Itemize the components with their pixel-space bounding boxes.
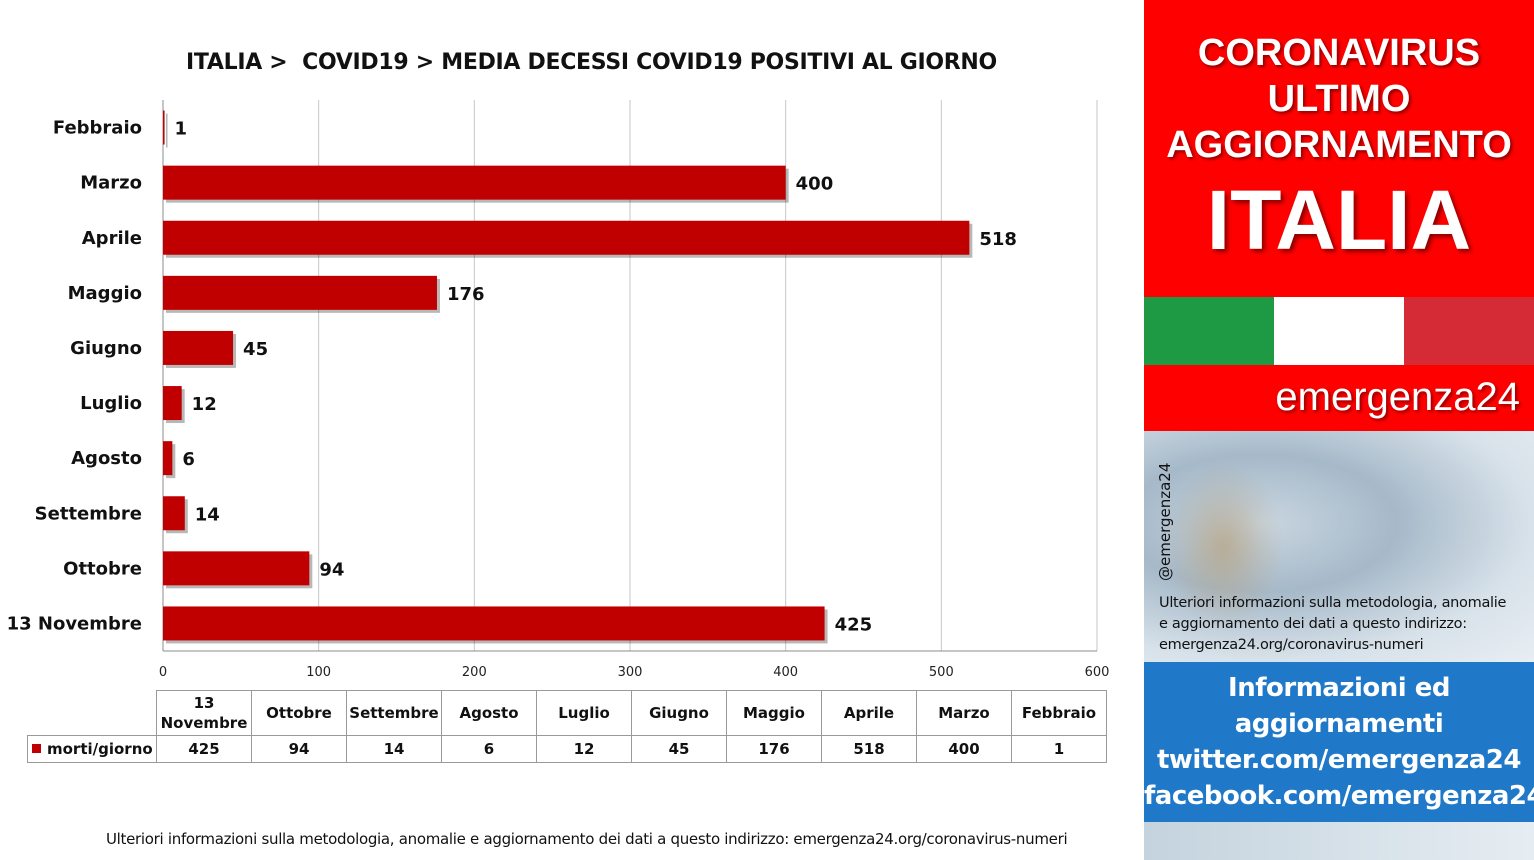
flag-white-stripe — [1274, 297, 1404, 365]
data-label: 176 — [447, 284, 485, 305]
footnote: Ulteriori informazioni sulla metodologia… — [106, 830, 1068, 848]
table-corner-cell — [27, 690, 157, 736]
table-header-cell: Agosto — [441, 690, 537, 736]
table-header-cell: Ottobre — [251, 690, 347, 736]
table-value-cell: 518 — [821, 735, 917, 763]
info-box: Informazioni ed aggiornamenti twitter.co… — [1144, 662, 1534, 822]
bar — [163, 441, 173, 476]
headline: CORONAVIRUS ULTIMO AGGIORNAMENTO — [1144, 30, 1534, 168]
data-table: 13 Novembre Ottobre Settembre Agosto Lug… — [27, 690, 1107, 763]
data-label: 94 — [319, 559, 344, 580]
table-value-cell: 94 — [251, 735, 347, 763]
table-header-cell: 13 Novembre — [156, 690, 252, 736]
table-header-cell: Settembre — [346, 690, 442, 736]
table-series-cell: morti/giorno — [27, 735, 157, 763]
x-tick-label: 500 — [929, 665, 954, 680]
flag-green-stripe — [1144, 297, 1274, 365]
category-label: 13 Novembre — [7, 613, 142, 634]
category-label: Ottobre — [63, 558, 142, 579]
twitter-link[interactable]: twitter.com/emergenza24 — [1156, 745, 1522, 775]
x-tick-label: 400 — [773, 665, 798, 680]
bar — [163, 386, 182, 421]
category-label: Febbraio — [53, 118, 142, 139]
photo-blur — [1164, 461, 1284, 631]
table-series-label: morti/giorno — [47, 740, 153, 758]
table-header-cell: Aprile — [821, 690, 917, 736]
bar — [163, 220, 970, 255]
info-line: Informazioni ed — [1228, 673, 1450, 703]
category-label: Marzo — [80, 173, 142, 194]
bar — [163, 275, 437, 310]
headline-line: ULTIMO — [1267, 78, 1411, 120]
info-line: aggiornamenti — [1234, 709, 1444, 739]
table-header-cell: Marzo — [916, 690, 1012, 736]
x-tick-label: 300 — [618, 665, 643, 680]
chart-title: ITALIA > COVID19 > MEDIA DECESSI COVID19… — [186, 50, 997, 75]
x-tick-label: 0 — [159, 665, 167, 680]
data-label: 1 — [175, 119, 188, 140]
bar-shadow — [166, 113, 168, 148]
table-value-cell: 6 — [441, 735, 537, 763]
country-title: ITALIA — [1206, 173, 1472, 267]
bar — [163, 330, 234, 365]
data-label: 45 — [243, 339, 268, 360]
bar-chart: 0 100 200 300 400 500 600 Febbraio 1 Marzo 400 Apri… — [7, 100, 1110, 680]
table-header-row: 13 Novembre Ottobre Settembre Agosto Lug… — [27, 690, 1107, 736]
data-label: 12 — [192, 394, 217, 415]
table-value-cell: 400 — [916, 735, 1012, 763]
table-header-cell: Febbraio — [1011, 690, 1107, 736]
data-label: 6 — [182, 449, 195, 470]
background-photo: @emergenza24 — [1144, 431, 1534, 662]
headline-box: CORONAVIRUS ULTIMO AGGIORNAMENTO ITALIA — [1144, 0, 1534, 297]
category-label: Giugno — [70, 338, 142, 359]
table-header-cell: Maggio — [726, 690, 822, 736]
note-line: emergenza24.org/coronavirus-numeri — [1159, 637, 1424, 653]
table-value-cell: 425 — [156, 735, 252, 763]
legend-key — [32, 744, 41, 753]
brand-logo: emergenza24 — [1275, 375, 1520, 419]
headline-line: AGGIORNAMENTO — [1166, 124, 1512, 166]
data-label: 518 — [979, 229, 1017, 250]
note-line: e aggiornamento dei dati a questo indiri… — [1159, 616, 1467, 632]
category-label: Aprile — [82, 228, 142, 249]
chart-area: ITALIA > COVID19 > MEDIA DECESSI COVID19… — [6, 50, 1110, 848]
category-label: Settembre — [35, 503, 142, 524]
bar — [163, 496, 185, 531]
data-label: 14 — [195, 504, 220, 525]
table-header-cell: Luglio — [536, 690, 632, 736]
x-tick-label: 200 — [462, 665, 487, 680]
data-label: 400 — [796, 174, 834, 195]
flag-red-stripe — [1404, 297, 1534, 365]
category-label: Maggio — [68, 283, 142, 304]
x-tick-label: 600 — [1085, 665, 1110, 680]
category-label: Luglio — [80, 393, 142, 414]
brand-band: emergenza24 — [1144, 365, 1534, 431]
table-value-cell: 176 — [726, 735, 822, 763]
facebook-link[interactable]: facebook.com/emergenza24 — [1144, 781, 1534, 811]
note-line: Ulteriori informazioni sulla metodologia… — [1159, 595, 1507, 611]
bar — [163, 110, 165, 145]
info-lines: Informazioni ed aggiornamenti twitter.co… — [1144, 670, 1534, 814]
sidebar-footer — [1144, 822, 1534, 860]
italian-flag — [1144, 297, 1534, 365]
methodology-note: Ulteriori informazioni sulla metodologia… — [1159, 593, 1529, 656]
headline-line: CORONAVIRUS — [1197, 32, 1481, 74]
table-value-cell: 14 — [346, 735, 442, 763]
table-value-cell: 12 — [536, 735, 632, 763]
data-label: 425 — [835, 614, 873, 635]
category-label: Agosto — [71, 448, 142, 469]
table-value-cell: 45 — [631, 735, 727, 763]
table-header-cell: Giugno — [631, 690, 727, 736]
social-handle: @emergenza24 — [1156, 462, 1174, 581]
x-tick-label: 100 — [306, 665, 331, 680]
table-row: morti/giorno 425 94 14 6 12 45 176 518 4… — [27, 735, 1107, 763]
bar — [163, 606, 825, 641]
bar — [163, 165, 786, 200]
table-value-cell: 1 — [1011, 735, 1107, 763]
sidebar-panel: CORONAVIRUS ULTIMO AGGIORNAMENTO ITALIA … — [1144, 0, 1534, 860]
bar — [163, 551, 310, 586]
